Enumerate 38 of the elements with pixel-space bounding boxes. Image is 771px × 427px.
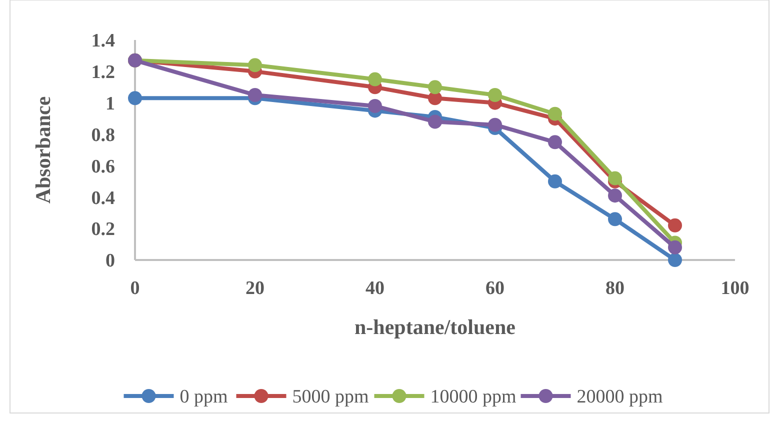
y-tick-label: 0.6 xyxy=(91,156,115,178)
x-tick-label: 60 xyxy=(486,278,504,299)
point xyxy=(428,114,442,129)
x-tick-label: 100 xyxy=(720,278,750,299)
legend-label: 0 ppm xyxy=(180,386,228,408)
y-tick-label: 0.2 xyxy=(91,219,115,240)
point xyxy=(548,174,562,188)
x-axis-title: n-heptane/toluene xyxy=(354,315,516,339)
point xyxy=(668,218,682,232)
y-tick-label: 1 xyxy=(106,94,115,115)
x-tick-label: 20 xyxy=(246,278,264,299)
point xyxy=(548,106,562,121)
legend-label: 20000 ppm xyxy=(576,386,663,408)
point xyxy=(368,72,382,86)
point xyxy=(668,240,682,254)
point xyxy=(608,212,622,226)
legend-label: 10000 ppm xyxy=(430,386,516,408)
point xyxy=(488,88,502,102)
point xyxy=(488,118,502,132)
y-axis-title: Absorbance xyxy=(31,96,55,204)
point xyxy=(248,88,262,102)
x-tick-label: 80 xyxy=(606,278,624,299)
y-tick-label: 0.4 xyxy=(91,188,116,209)
y-tick-label: 0.8 xyxy=(91,124,115,146)
point xyxy=(668,253,682,267)
point xyxy=(608,171,622,186)
y-tick-label: 0 xyxy=(106,250,115,272)
x-tick-label: 40 xyxy=(366,278,384,299)
legend-label: 5000 ppm xyxy=(292,386,369,408)
y-tick-label: 1.2 xyxy=(91,62,115,84)
point xyxy=(368,99,382,113)
point xyxy=(428,80,442,94)
point xyxy=(548,135,562,150)
point xyxy=(248,58,262,72)
y-tick-label: 1.4 xyxy=(91,30,116,52)
x-tick-label: 0 xyxy=(130,278,140,299)
point xyxy=(128,91,142,106)
point xyxy=(608,188,622,203)
